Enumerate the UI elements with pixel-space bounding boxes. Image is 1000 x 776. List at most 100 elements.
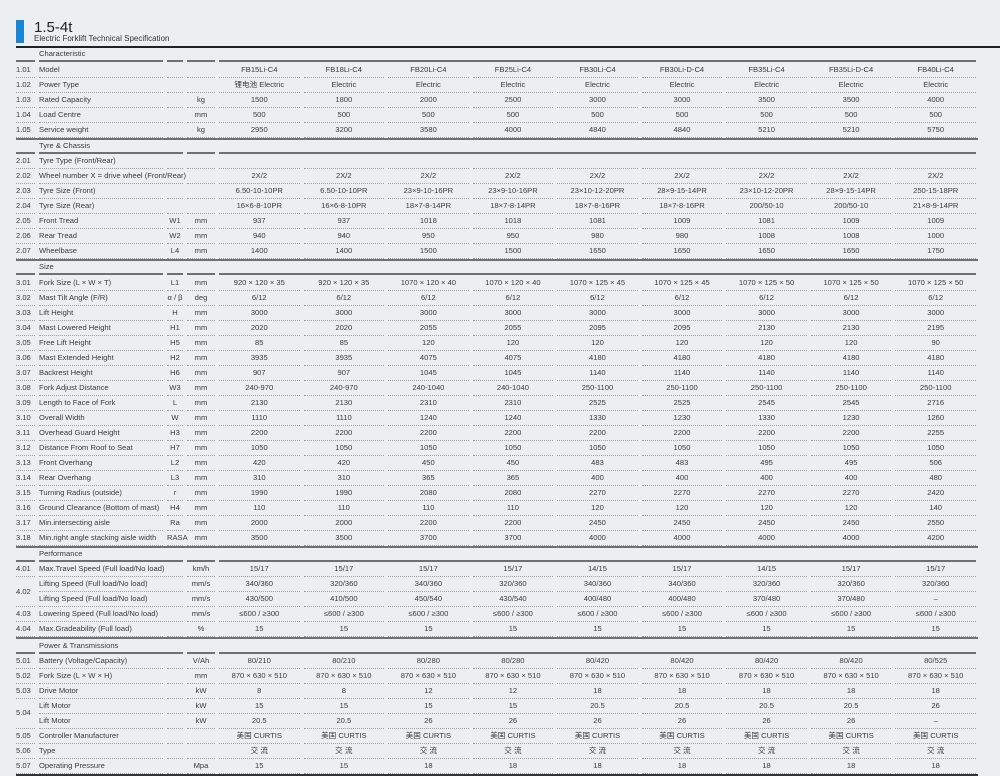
value-cell: 4180 xyxy=(640,351,725,366)
value-cell: 3000 xyxy=(724,306,809,321)
value-cell: 20.5 xyxy=(724,699,809,714)
value-cell-text: 500 xyxy=(303,108,385,123)
row-number: 3.04 xyxy=(16,321,37,336)
value-cell: 2X/2 xyxy=(724,169,809,185)
row-label-text: Fork Adjust Distance xyxy=(39,381,163,396)
row-label-text: Rated Capacity xyxy=(39,93,163,108)
value-cell: 4200 xyxy=(893,531,978,547)
value-cell-text: 400 xyxy=(557,471,638,486)
table-row: 5.04 Lift Motor kW 15 15 15 15 20.5 20.5 20.5 20.5… xyxy=(16,699,978,729)
value-cell-text: 483 xyxy=(557,456,638,471)
section-values-cell xyxy=(217,637,978,654)
row-label: Mast Tilt Angle (F/R) xyxy=(37,291,165,306)
value-cell-text: 3000 xyxy=(219,306,300,321)
section-title-text: Power & Transmissions xyxy=(39,640,183,654)
row-number: 3.02 xyxy=(16,291,37,306)
value-cell: 420 xyxy=(302,456,387,471)
value-cell: 870 × 630 × 510 xyxy=(386,669,471,684)
value-cell-text: 15 xyxy=(895,622,976,638)
value-cell: 1140 xyxy=(724,366,809,381)
row-unit: mm xyxy=(185,108,217,123)
section-values-cell-text xyxy=(219,261,976,276)
value-cell: 2500 xyxy=(471,93,556,108)
value-cell: ≤600 / ≥300 xyxy=(809,607,894,623)
row-unit-text: % xyxy=(187,622,215,638)
value-cell-text: 23×10-12-20PR xyxy=(557,184,638,200)
row-symbol-text: H5 xyxy=(167,336,183,351)
value-cell: 120 xyxy=(471,336,556,351)
value-cell: Electric xyxy=(471,78,556,93)
row-symbol xyxy=(165,714,185,729)
table-row: 3.17 Min.intersecting aisle Ra mm 2000 2000 22… xyxy=(16,516,978,531)
value-cell: 4000 xyxy=(724,531,809,547)
value-cell-text: 20.5 xyxy=(303,714,385,729)
row-unit: mm xyxy=(185,214,217,230)
value-cell: 5750 xyxy=(893,123,978,139)
value-cell-text: 3000 xyxy=(557,306,638,321)
value-cell: 18×7-8-16PR xyxy=(640,199,725,215)
value-cell-text: 26 xyxy=(726,714,807,729)
value-cell-text: 3200 xyxy=(303,123,385,138)
table-row: 5.07 Operating Pressure Mpa 15 15 18 18 18 18 18 1… xyxy=(16,758,978,776)
value-cell: 3935 xyxy=(217,351,302,366)
value-cell: 1050 xyxy=(640,441,725,456)
value-cell: 920 × 120 × 35 xyxy=(217,276,302,291)
value-cell-text: 美国 CURTIS xyxy=(472,729,554,744)
value-cell-text: 14/15 xyxy=(726,562,807,578)
value-cell-text: 506 xyxy=(895,456,976,471)
table-row: 1.04 Load Centre mm 500 500 500 500 500 500 500 50… xyxy=(16,108,978,123)
value-cell-text: 980 xyxy=(557,229,638,245)
value-cell: 480 xyxy=(893,471,978,486)
value-cell-text: 400 xyxy=(641,471,723,486)
value-cell: 3000 xyxy=(217,306,302,321)
value-cell-text: 420 xyxy=(219,456,300,471)
value-cell-text: 1140 xyxy=(726,366,807,381)
row-symbol xyxy=(165,699,185,714)
row-symbol-text: L1 xyxy=(167,276,183,291)
value-cell-text: 20.5 xyxy=(641,699,723,714)
value-cell: 4180 xyxy=(809,351,894,366)
row-unit: kW xyxy=(185,699,217,714)
value-cell: 美国 CURTIS xyxy=(471,729,556,744)
row-unit: mm xyxy=(185,276,217,291)
row-number: 4.02 xyxy=(16,577,37,607)
value-cell: 1050 xyxy=(555,441,640,456)
value-cell-text: 320/360 xyxy=(895,577,976,593)
value-cell: 250-1100 xyxy=(893,381,978,396)
value-cell-text: 23×9-10-16PR xyxy=(472,184,554,200)
row-unit: mm xyxy=(185,411,217,426)
value-cell-text: 6/12 xyxy=(219,291,300,306)
value-cell-text: 80/420 xyxy=(557,654,638,669)
value-cell-text: 18 xyxy=(895,684,976,699)
value-cell-text: 交 流 xyxy=(388,744,469,759)
row-unit: mm xyxy=(185,456,217,471)
row-unit-text: mm xyxy=(187,396,215,411)
value-cell-text: 80/210 xyxy=(303,654,385,669)
value-cell-text: 340/360 xyxy=(557,577,638,593)
row-unit-text xyxy=(187,184,215,200)
value-cell: 3000 xyxy=(555,93,640,108)
value-cell-text: 美国 CURTIS xyxy=(388,729,469,744)
table-row: 4.02 Lifting Speed (Full load/No load) mm/… xyxy=(16,577,978,607)
value-cell: 1750 xyxy=(893,244,978,260)
value-cell: 26 xyxy=(893,699,978,714)
value-cell: 6/12 xyxy=(640,291,725,306)
value-cell: 交 流 xyxy=(302,744,387,759)
value-cell-text: 美国 CURTIS xyxy=(303,729,385,744)
row-unit-text: km/h xyxy=(187,562,215,578)
value-cell: 920 × 120 × 35 xyxy=(302,276,387,291)
value-cell-text: 120 xyxy=(557,336,638,351)
value-cell-text: 80/420 xyxy=(641,654,723,669)
value-cell: 1070 × 120 × 40 xyxy=(386,276,471,291)
row-symbol: W1 xyxy=(165,214,185,230)
row-label: Controller Manufacturer xyxy=(37,729,165,744)
row-symbol: W2 xyxy=(165,229,185,245)
value-cell: 870 × 630 × 510 xyxy=(640,669,725,684)
value-cell-text: 2200 xyxy=(303,426,385,441)
row-number-text: 3.16 xyxy=(16,501,35,516)
row-symbol-text: Ra xyxy=(167,516,183,531)
table-row: 4.03 Lowering Speed (Full load/No load) mm… xyxy=(16,607,978,623)
row-label: Max.Travel Speed (Full load/No load) xyxy=(37,562,185,578)
row-label: Lift Height xyxy=(37,306,165,321)
value-cell-text: 120 xyxy=(726,501,807,516)
